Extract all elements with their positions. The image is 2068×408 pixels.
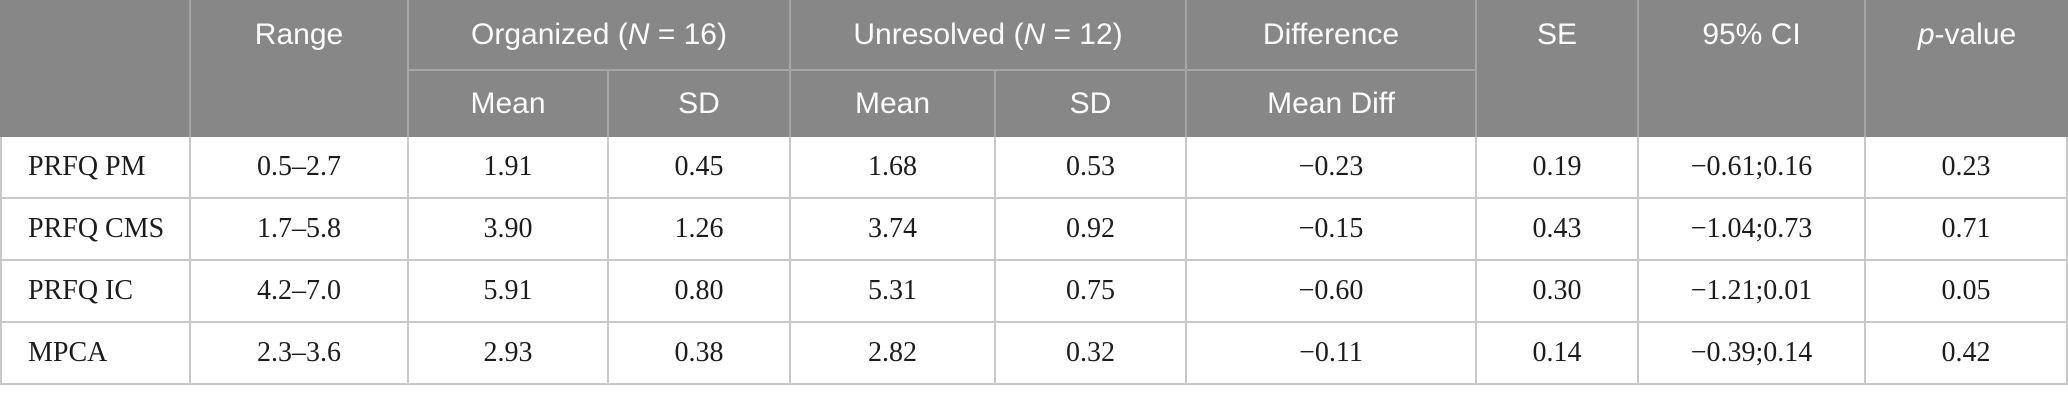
se-cell: 0.30 bbox=[1477, 261, 1640, 323]
range-cell: 4.2–7.0 bbox=[191, 261, 409, 323]
table-row: PRFQ IC 4.2–7.0 5.91 0.80 5.31 0.75 −0.6… bbox=[0, 261, 2068, 323]
row-label: PRFQ IC bbox=[0, 261, 191, 323]
col-header-pvalue: p-value bbox=[1866, 0, 2068, 137]
table-row: PRFQ PM 0.5–2.7 1.91 0.45 1.68 0.53 −0.2… bbox=[0, 137, 2068, 199]
unresolved-sd-cell: 0.92 bbox=[996, 199, 1188, 261]
ci-cell: −1.21;0.01 bbox=[1639, 261, 1867, 323]
subheader-organized-sd: SD bbox=[609, 71, 792, 137]
organized-mean-cell: 5.91 bbox=[409, 261, 609, 323]
statistics-table: Range Organized (N = 16) Unresolved (N =… bbox=[0, 0, 2068, 385]
unresolved-mean-cell: 3.74 bbox=[791, 199, 997, 261]
subheader-unresolved-sd: SD bbox=[996, 71, 1188, 137]
unresolved-mean-cell: 5.31 bbox=[791, 261, 997, 323]
table-row: PRFQ CMS 1.7–5.8 3.90 1.26 3.74 0.92 −0.… bbox=[0, 199, 2068, 261]
organized-mean-cell: 2.93 bbox=[409, 323, 609, 385]
row-label: PRFQ CMS bbox=[0, 199, 191, 261]
organized-sd-cell: 0.38 bbox=[609, 323, 792, 385]
subheader-unresolved-mean: Mean bbox=[791, 71, 997, 137]
unresolved-sd-cell: 0.75 bbox=[996, 261, 1188, 323]
se-cell: 0.14 bbox=[1477, 323, 1640, 385]
ci-cell: −1.04;0.73 bbox=[1639, 199, 1867, 261]
unresolved-label-prefix: Unresolved ( bbox=[853, 17, 1024, 51]
organized-mean-cell: 1.91 bbox=[409, 137, 609, 199]
organized-sd-cell: 0.45 bbox=[609, 137, 792, 199]
se-cell: 0.19 bbox=[1477, 137, 1640, 199]
range-cell: 1.7–5.8 bbox=[191, 199, 409, 261]
se-cell: 0.43 bbox=[1477, 199, 1640, 261]
subheader-organized-mean: Mean bbox=[409, 71, 609, 137]
unresolved-mean-cell: 2.82 bbox=[791, 323, 997, 385]
col-header-range: Range bbox=[191, 0, 409, 137]
header-row-sub: Mean SD Mean SD Mean Diff bbox=[0, 71, 2068, 137]
col-header-se: SE bbox=[1477, 0, 1640, 137]
col-header-95ci: 95% CI bbox=[1639, 0, 1867, 137]
mean-diff-cell: −0.60 bbox=[1187, 261, 1478, 323]
pvalue-cell: 0.42 bbox=[1866, 323, 2068, 385]
pvalue-cell: 0.23 bbox=[1866, 137, 2068, 199]
row-label: MPCA bbox=[0, 323, 191, 385]
table-row: MPCA 2.3–3.6 2.93 0.38 2.82 0.32 −0.11 0… bbox=[0, 323, 2068, 385]
pvalue-cell: 0.05 bbox=[1866, 261, 2068, 323]
range-cell: 0.5–2.7 bbox=[191, 137, 409, 199]
unresolved-label-n-italic: N bbox=[1023, 17, 1046, 51]
organized-label-suffix: = 16) bbox=[649, 17, 727, 51]
col-header-difference: Difference bbox=[1187, 0, 1478, 71]
organized-sd-cell: 0.80 bbox=[609, 261, 792, 323]
organized-mean-cell: 3.90 bbox=[409, 199, 609, 261]
unresolved-mean-cell: 1.68 bbox=[791, 137, 997, 199]
unresolved-sd-cell: 0.32 bbox=[996, 323, 1188, 385]
organized-label-prefix: Organized ( bbox=[471, 17, 628, 51]
subheader-mean-diff: Mean Diff bbox=[1187, 71, 1478, 137]
unresolved-label-suffix: = 12) bbox=[1045, 17, 1123, 51]
pvalue-label-suffix: -value bbox=[1934, 18, 2017, 51]
col-header-organized: Organized (N = 16) bbox=[409, 0, 792, 71]
pvalue-cell: 0.71 bbox=[1866, 199, 2068, 261]
unresolved-sd-cell: 0.53 bbox=[996, 137, 1188, 199]
row-label: PRFQ PM bbox=[0, 137, 191, 199]
col-header-unresolved: Unresolved (N = 12) bbox=[791, 0, 1188, 71]
header-row-groups: Range Organized (N = 16) Unresolved (N =… bbox=[0, 0, 2068, 137]
mean-diff-cell: −0.23 bbox=[1187, 137, 1478, 199]
pvalue-label-p-italic: p bbox=[1917, 18, 1935, 51]
ci-cell: −0.39;0.14 bbox=[1639, 323, 1867, 385]
organized-sd-cell: 1.26 bbox=[609, 199, 792, 261]
ci-cell: −0.61;0.16 bbox=[1639, 137, 1867, 199]
mean-diff-cell: −0.15 bbox=[1187, 199, 1478, 261]
table-body: PRFQ PM 0.5–2.7 1.91 0.45 1.68 0.53 −0.2… bbox=[0, 137, 2068, 385]
corner-cell bbox=[0, 0, 191, 137]
mean-diff-cell: −0.11 bbox=[1187, 323, 1478, 385]
organized-label-n-italic: N bbox=[627, 17, 650, 51]
range-cell: 2.3–3.6 bbox=[191, 323, 409, 385]
table-header: Range Organized (N = 16) Unresolved (N =… bbox=[0, 0, 2068, 137]
